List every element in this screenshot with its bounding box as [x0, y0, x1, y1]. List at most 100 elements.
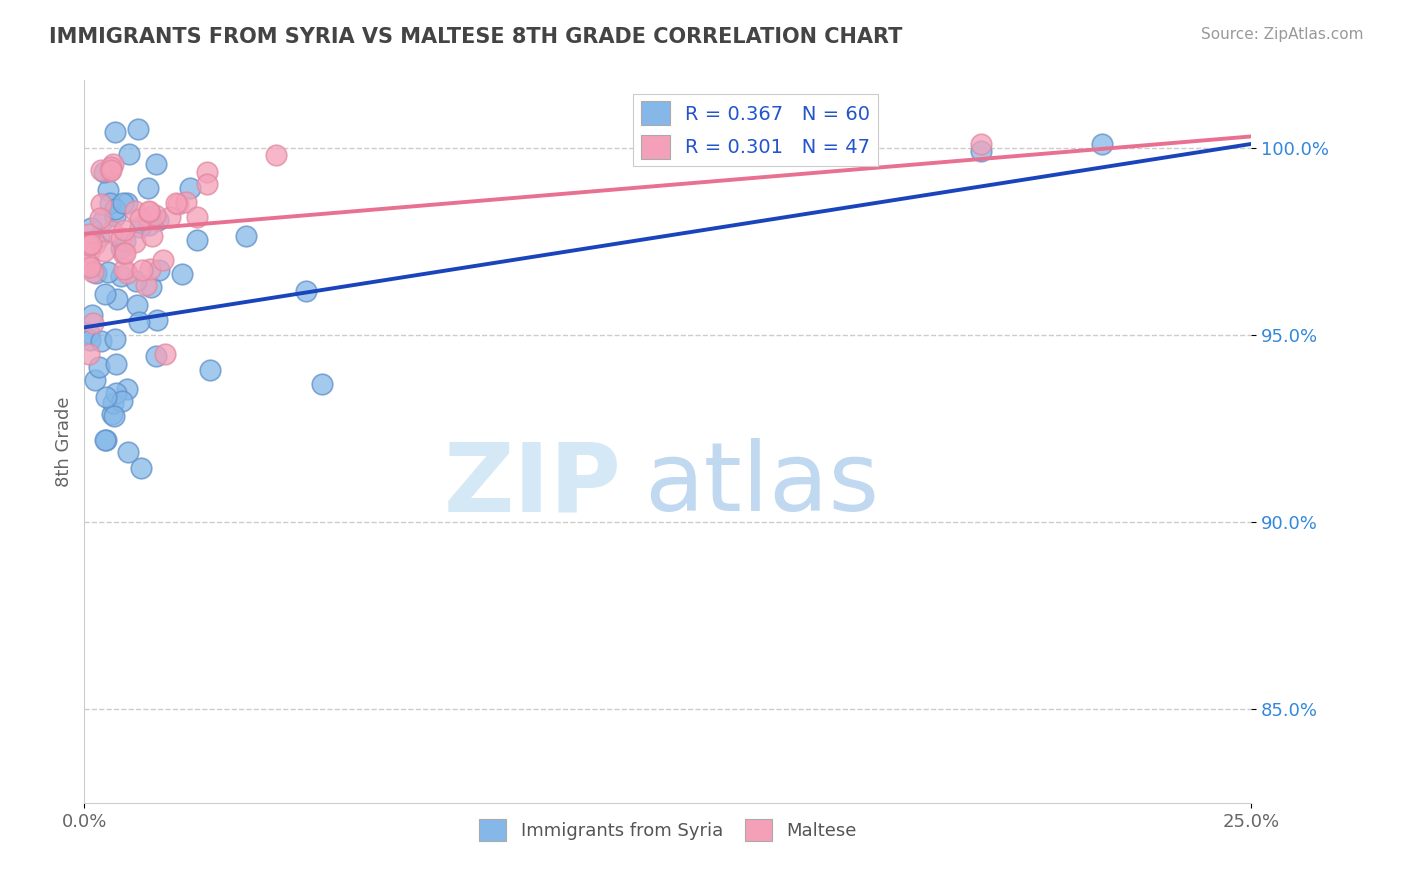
Point: [129, 461, 152, 475]
Point: [101, 224, 124, 238]
Point: [82, 265, 104, 279]
Point: [97, 183, 120, 197]
Point: [125, 274, 148, 288]
Point: [135, 278, 157, 293]
Point: [91, 213, 114, 227]
Point: [103, 332, 125, 346]
Point: [176, 195, 198, 210]
Point: [100, 160, 122, 174]
Point: [89, 211, 111, 225]
Point: [90, 197, 112, 211]
Point: [138, 262, 160, 277]
Point: [146, 213, 169, 227]
Point: [104, 202, 127, 216]
Point: [84, 373, 107, 387]
Point: [103, 409, 125, 424]
Point: [138, 218, 160, 232]
Text: Source: ZipAtlas.com: Source: ZipAtlas.com: [1201, 27, 1364, 42]
Point: [100, 163, 122, 178]
Point: [77, 346, 100, 360]
Point: [1091, 136, 1114, 151]
Point: [90, 162, 112, 177]
Point: [186, 233, 208, 247]
Point: [100, 164, 122, 178]
Point: [77, 227, 100, 241]
Point: [124, 235, 146, 250]
Point: [94, 287, 117, 301]
Point: [969, 145, 991, 159]
Point: [84, 237, 107, 252]
Point: [87, 230, 110, 244]
Point: [93, 164, 115, 178]
Point: [141, 280, 163, 294]
Point: [110, 231, 132, 245]
Point: [969, 136, 991, 151]
Point: [167, 196, 190, 211]
Point: [138, 204, 160, 219]
Point: [104, 209, 127, 223]
Point: [112, 223, 135, 237]
Point: [79, 333, 101, 347]
Point: [79, 260, 101, 274]
Point: [129, 212, 152, 227]
Point: [80, 308, 103, 322]
Text: ZIP: ZIP: [443, 438, 621, 532]
Point: [172, 267, 194, 281]
Point: [179, 181, 201, 195]
Point: [84, 266, 107, 280]
Point: [96, 433, 118, 447]
Point: [101, 396, 124, 410]
Point: [77, 257, 100, 271]
Point: [110, 242, 132, 256]
Point: [112, 262, 135, 277]
Point: [77, 238, 100, 252]
Point: [129, 220, 152, 235]
Point: [115, 196, 138, 211]
Point: [235, 229, 257, 244]
Point: [104, 125, 127, 139]
Point: [110, 268, 132, 283]
Point: [112, 196, 135, 211]
Point: [93, 244, 115, 258]
Point: [195, 165, 218, 179]
Point: [294, 284, 316, 298]
Y-axis label: 8th Grade: 8th Grade: [55, 396, 73, 487]
Point: [124, 204, 146, 219]
Point: [145, 349, 167, 363]
Point: [80, 237, 103, 252]
Point: [112, 246, 135, 260]
Point: [145, 313, 167, 327]
Point: [80, 221, 103, 235]
Point: [101, 156, 124, 170]
Point: [195, 178, 218, 192]
Point: [138, 205, 160, 219]
Point: [311, 376, 333, 391]
Point: [264, 148, 287, 162]
Point: [82, 316, 104, 330]
Point: [131, 263, 153, 277]
Point: [77, 326, 100, 341]
Point: [111, 393, 134, 408]
Point: [141, 228, 163, 243]
Point: [118, 146, 141, 161]
Point: [94, 390, 117, 404]
Point: [105, 293, 128, 307]
Point: [143, 208, 166, 222]
Point: [165, 196, 187, 211]
Point: [128, 315, 150, 329]
Point: [114, 245, 136, 260]
Point: [127, 298, 149, 312]
Point: [145, 157, 167, 171]
Point: [97, 264, 120, 278]
Point: [117, 444, 139, 458]
Point: [89, 334, 111, 348]
Text: atlas: atlas: [644, 438, 880, 532]
Legend: Immigrants from Syria, Maltese: Immigrants from Syria, Maltese: [472, 812, 863, 848]
Point: [136, 211, 159, 225]
Point: [104, 357, 127, 371]
Point: [114, 234, 136, 248]
Text: IMMIGRANTS FROM SYRIA VS MALTESE 8TH GRADE CORRELATION CHART: IMMIGRANTS FROM SYRIA VS MALTESE 8TH GRA…: [49, 27, 903, 46]
Point: [152, 252, 174, 267]
Point: [101, 407, 124, 421]
Point: [87, 359, 110, 374]
